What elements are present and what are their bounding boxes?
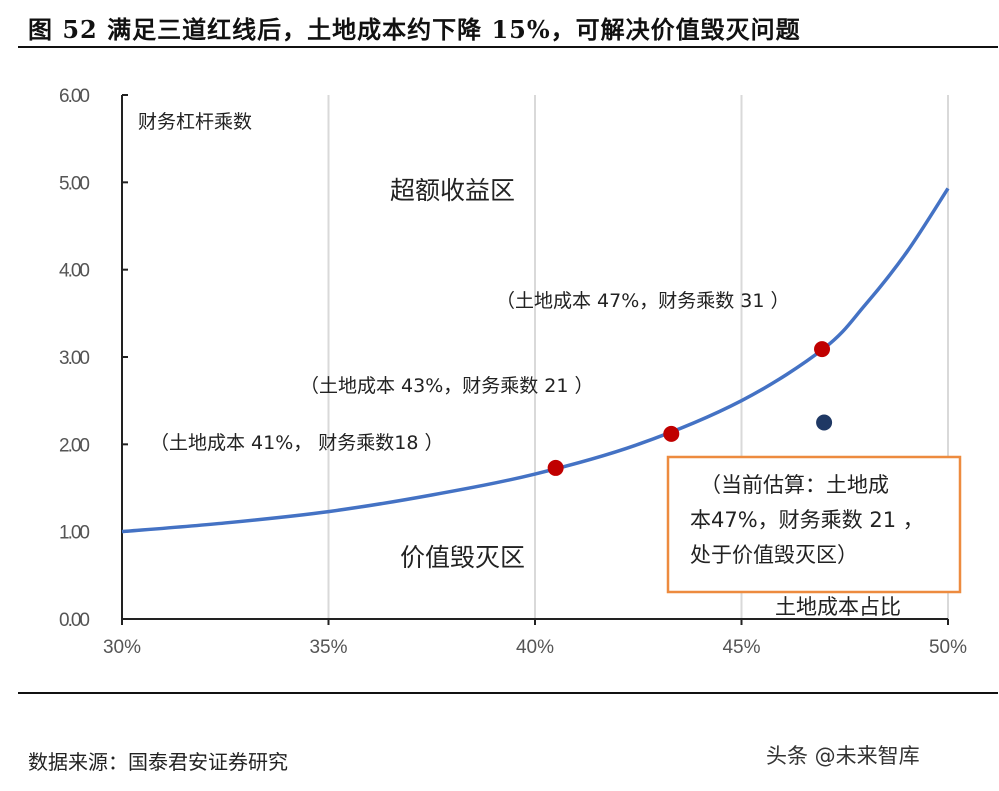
point-label: （土地成本 41%， 财务乘数18 ） [150, 432, 444, 454]
x-tick-label: 45% [722, 637, 760, 658]
curve-line [121, 187, 950, 534]
data-point [663, 425, 680, 442]
data-point [814, 341, 831, 358]
callout-line: （当前估算：土地成 [700, 473, 889, 497]
y-tick-label: 6.00 [59, 86, 89, 107]
callout-line: 处于价值毁灭区） [690, 543, 858, 567]
data-point [547, 459, 564, 476]
figure-title: 图 52 满足三道红线后，土地成本约下降 15%，可解决价值毁灭问题 [28, 15, 801, 44]
y-tick-label: 3.00 [59, 348, 89, 369]
y-axis-label: 财务杠杆乘数 [138, 111, 252, 133]
x-axis-label: 土地成本占比 [775, 595, 901, 619]
x-tick-label: 40% [516, 637, 554, 658]
x-tick-label: 50% [929, 637, 967, 658]
point-label: （土地成本 47%，财务乘数 31 ） [496, 290, 790, 312]
callout-box [666, 455, 962, 594]
y-tick-label: 0.00 [59, 610, 89, 631]
x-tick-label: 30% [103, 637, 141, 658]
y-tick-label: 2.00 [59, 435, 89, 456]
y-tick-label: 1.00 [59, 523, 89, 544]
top-rule [18, 46, 998, 48]
zone-upper-label: 超额收益区 [390, 176, 515, 205]
y-tick-label: 5.00 [59, 173, 89, 194]
callout-line: 本47%，财务乘数 21 ， [690, 508, 924, 532]
watermark: 头条 @未来智库 [766, 744, 920, 768]
y-tick-label: 4.00 [59, 261, 89, 282]
x-tick-label: 35% [309, 637, 347, 658]
bottom-rule [18, 692, 998, 694]
source-note: 数据来源：国泰君安证券研究 [28, 750, 288, 774]
data-point [816, 414, 833, 431]
point-label: （土地成本 43%，财务乘数 21 ） [300, 375, 594, 397]
zone-lower-label: 价值毁灭区 [400, 543, 525, 572]
